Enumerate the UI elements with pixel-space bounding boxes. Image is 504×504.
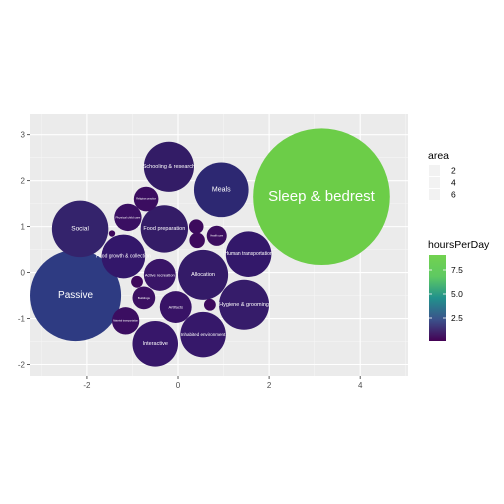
bubble-label: Buildings	[138, 296, 151, 300]
bubble-label: Human transportation	[225, 251, 273, 257]
bubble-label: Material transportation	[113, 319, 138, 322]
y-tick-label: -1	[18, 315, 26, 324]
size-legend-key	[429, 177, 440, 188]
bubble	[219, 279, 270, 330]
bubble	[108, 230, 116, 237]
bubble	[143, 258, 176, 291]
bubble-label: Meals	[212, 186, 231, 193]
y-axis: -2 -1 0 1 2 3	[18, 131, 30, 370]
x-axis: -2 0 2 4	[83, 376, 363, 390]
bubble	[203, 298, 216, 311]
colorbar-label: 2.5	[451, 313, 463, 323]
bubble-label: Physical child care	[115, 215, 140, 219]
bubble	[140, 205, 189, 253]
bubble	[225, 231, 272, 277]
bubble-label: Schooling & research	[143, 164, 195, 170]
color-legend-title: hoursPerDay	[428, 239, 490, 251]
size-legend-label: 2	[451, 166, 456, 176]
x-tick-label: 4	[358, 381, 363, 390]
bubble	[159, 291, 192, 323]
bubble-label: Food preparation	[143, 226, 185, 232]
bubble	[193, 162, 249, 218]
bubble	[180, 311, 226, 358]
bubble	[114, 203, 142, 232]
bubble	[189, 232, 205, 249]
bubble-label: Inhabited environment	[181, 332, 226, 337]
y-tick-label: 2	[21, 177, 26, 186]
y-tick-label: 0	[21, 269, 26, 278]
bubble-label: Social	[71, 225, 89, 232]
y-tick-label: -2	[18, 361, 26, 370]
x-tick-label: 2	[267, 381, 272, 390]
bubble-label: Active recreation	[145, 272, 175, 277]
bubble	[143, 141, 194, 192]
size-legend-label: 4	[451, 178, 456, 188]
color-legend: hoursPerDay 7.5 5.0 2.5	[428, 239, 490, 341]
colorbar	[429, 255, 446, 341]
y-tick-label: 3	[21, 131, 26, 140]
size-legend-label: 6	[451, 190, 456, 200]
bubble	[206, 225, 227, 246]
bubble	[188, 219, 204, 234]
y-tick-label: 1	[21, 223, 26, 232]
bubble-label: Health care	[210, 234, 223, 237]
bubble	[51, 200, 109, 258]
bubble-label: Food growth & collection	[96, 253, 151, 259]
bubble-label: Artifacts	[169, 305, 183, 310]
bubble	[133, 186, 159, 212]
colorbar-label: 7.5	[451, 265, 463, 275]
x-tick-label: -2	[83, 381, 91, 390]
bubble	[30, 250, 122, 342]
bubble-label: Interactive	[143, 341, 168, 347]
bubble-label: Passive	[58, 290, 93, 301]
size-legend-key	[429, 189, 440, 200]
bubble	[178, 249, 229, 300]
bubble	[132, 286, 156, 310]
size-legend: area 2 4 6	[428, 150, 456, 200]
size-legend-key	[429, 165, 440, 176]
bubble	[111, 307, 140, 335]
size-legend-title: area	[428, 150, 449, 162]
bubbles: Sleep & bedrest Passive Meals Schooling & r…	[30, 128, 390, 367]
bubble-label: Hygiene & grooming	[219, 302, 269, 308]
bubble	[131, 275, 143, 288]
colorbar-label: 5.0	[451, 289, 463, 299]
x-tick-label: 0	[176, 381, 181, 390]
bubble-label: Allocation	[191, 272, 215, 278]
bubble-label: Sleep & bedrest	[268, 188, 376, 205]
bubble	[253, 128, 390, 266]
bubble	[132, 321, 179, 367]
bubble	[101, 234, 146, 279]
bubble-label: Religious practice	[136, 198, 156, 201]
